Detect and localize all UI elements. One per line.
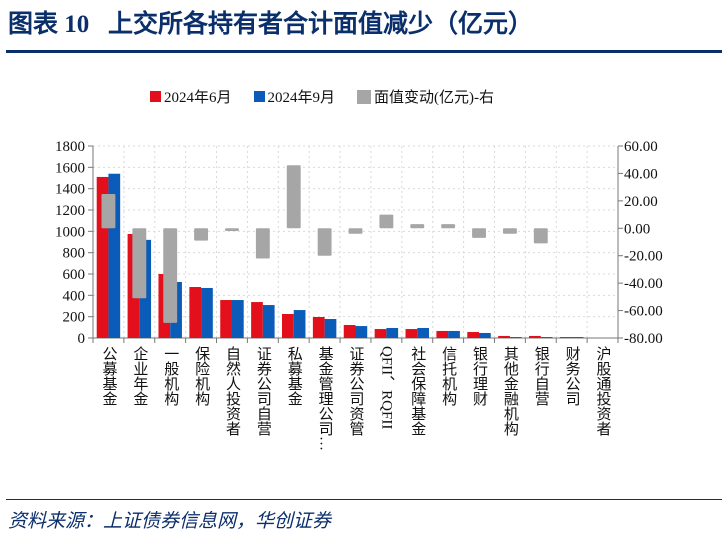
category-label: 信托机构 (440, 346, 457, 406)
source-note: 资料来源：上证债券信息网，华创证券 (8, 511, 332, 532)
change-bar (225, 228, 239, 232)
figure-title: 图表 10 上交所各持有者合计面值减少（亿元） (8, 11, 534, 38)
category-label: 财务公司 (563, 346, 580, 406)
source-rule (6, 499, 722, 500)
left-tick-label: 1600 (55, 160, 85, 176)
bar-jun (343, 324, 356, 338)
right-tick-label: -80.00 (624, 331, 663, 347)
category-label: 社会保障基金 (409, 346, 426, 436)
bar-sep (108, 173, 121, 338)
bar-sep (293, 310, 306, 338)
bar-sep (448, 330, 460, 338)
bar-sep (262, 305, 275, 338)
bar-sep (417, 327, 429, 338)
change-bar (255, 228, 270, 259)
change-bar (286, 165, 301, 229)
legend-label: 2024年9月 (267, 90, 336, 106)
category-label: 银行理财 (471, 346, 488, 406)
category-label: 自然人投资者 (223, 346, 240, 436)
category-label: 沪股通投资者 (594, 346, 611, 436)
category-label: 企业年金 (131, 346, 148, 406)
category-label: 保险机构 (193, 346, 210, 406)
right-tick-label: 20.00 (624, 194, 658, 210)
bar-sep (201, 287, 213, 338)
bar-jun (312, 316, 325, 338)
category-label: 私募基金 (285, 346, 302, 406)
change-bar (533, 228, 548, 244)
change-bar (502, 228, 517, 234)
bar-jun (374, 329, 387, 338)
legend-item: 面值变动(亿元)-右 (357, 86, 494, 107)
category-label: 公募基金 (100, 346, 117, 406)
legend-swatch (253, 91, 265, 102)
right-tick-label: 60.00 (624, 139, 658, 155)
bar-sep (355, 326, 368, 338)
bar-jun (282, 314, 294, 338)
title-rule (6, 50, 722, 53)
change-bar (317, 228, 332, 256)
bar-jun (529, 335, 541, 338)
change-bar (194, 228, 209, 241)
bar-jun (220, 300, 232, 338)
category-label: 其他金融机构 (501, 346, 518, 436)
bar-jun (405, 329, 418, 338)
category-label: 基金管理公司… (316, 346, 333, 451)
category-label: 银行自营 (532, 346, 549, 406)
left-tick-label: 1000 (55, 224, 85, 240)
change-bar (163, 228, 178, 323)
legend: 2024年6月 2024年9月 面值变动(亿元)-右 (150, 86, 494, 107)
bar-jun (436, 330, 449, 338)
bar-jun (189, 287, 202, 338)
left-tick-label: 200 (63, 310, 86, 326)
right-tick-label: -40.00 (624, 276, 663, 292)
bar-sep (509, 337, 522, 338)
left-tick-label: 1800 (55, 139, 85, 155)
legend-swatch (357, 89, 372, 104)
bar-sep (571, 337, 584, 338)
change-bar (472, 228, 486, 238)
bar-jun (498, 335, 510, 338)
bar-jun (251, 302, 263, 338)
left-tick-label: 1400 (55, 182, 85, 198)
bar-sep (479, 332, 491, 338)
legend-label: 2024年6月 (164, 90, 232, 106)
change-bar (132, 228, 147, 299)
bar-sep (324, 319, 337, 338)
right-tick-label: -20.00 (624, 249, 663, 265)
change-bar (410, 224, 425, 229)
right-tick-label: 40.00 (624, 166, 658, 182)
category-label: QFII、RQFII (378, 346, 395, 430)
right-tick-label: 0.00 (624, 221, 650, 237)
left-tick-label: 800 (63, 246, 86, 262)
bar-jun (559, 337, 572, 338)
right-tick-label: -60.00 (624, 304, 663, 320)
left-tick-label: 400 (63, 288, 86, 304)
bar-sep (386, 327, 399, 338)
change-bar (441, 224, 456, 229)
bar-sep (540, 337, 553, 338)
category-label: 一般机构 (162, 346, 179, 406)
category-label: 证券公司自营 (254, 346, 271, 436)
change-bar (379, 214, 394, 229)
category-label: 证券公司资管 (347, 346, 364, 436)
left-tick-label: 1200 (55, 203, 85, 219)
left-tick-label: 0 (78, 331, 86, 347)
legend-item: 2024年6月 (150, 86, 232, 107)
bar-jun (96, 176, 109, 338)
change-bar (348, 228, 363, 234)
bar-jun (467, 332, 480, 338)
left-tick-label: 600 (63, 267, 86, 283)
change-bar (101, 194, 116, 229)
legend-item: 2024年9月 (253, 86, 336, 107)
legend-swatch (150, 91, 161, 102)
legend-label: 面值变动(亿元)-右 (374, 90, 495, 106)
bar-sep (231, 300, 244, 338)
